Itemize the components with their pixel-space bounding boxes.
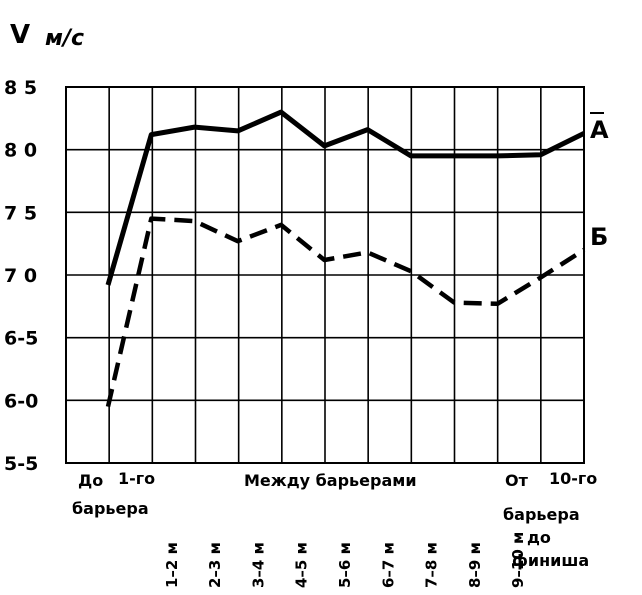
series-line-b bbox=[105, 216, 586, 408]
interval-label: 9–10 м bbox=[509, 532, 527, 588]
interval-label: 3–4 м bbox=[250, 542, 268, 588]
x-label-finish: финиша bbox=[512, 551, 589, 570]
y-tick-label: 5-5 bbox=[4, 453, 38, 475]
interval-label: 1–2 м bbox=[163, 542, 181, 588]
x-label-tenth: 10-го bbox=[549, 469, 597, 488]
x-label-do: До bbox=[78, 471, 103, 490]
x-label-ot: От bbox=[505, 471, 529, 490]
interval-label: 5–6 м bbox=[336, 542, 354, 588]
chart-grid bbox=[65, 86, 585, 464]
y-tick-label: 6-5 bbox=[4, 328, 38, 350]
y-tick-labels: 5-5 6-0 6-5 7 0 7 5 8 0 8 5 bbox=[4, 77, 38, 475]
x-label-do-end: до bbox=[527, 528, 551, 547]
y-axis-unit: м/с bbox=[45, 26, 84, 51]
series-label-b: Б bbox=[590, 223, 608, 251]
interval-label: 2–3 м bbox=[206, 542, 224, 588]
x-label-between: Между барьерами bbox=[244, 471, 417, 490]
x-label-first: 1-го bbox=[118, 469, 155, 488]
interval-label: 6–7 м bbox=[379, 542, 397, 588]
y-tick-label: 7 0 bbox=[4, 265, 37, 287]
x-label-barrier-start: барьера bbox=[72, 499, 149, 518]
interval-label: 7–8 м bbox=[423, 542, 441, 588]
interval-label: 8–9 м bbox=[466, 542, 484, 588]
series-label-a: A bbox=[590, 116, 609, 144]
y-tick-label: 8 0 bbox=[4, 140, 37, 162]
y-axis-label: V bbox=[10, 20, 30, 50]
interval-labels: 1–2 м 2–3 м 3–4 м 4–5 м 5–6 м 6–7 м 7–8 м 8–9 м… bbox=[163, 532, 527, 588]
chart-series bbox=[105, 109, 586, 408]
y-tick-label: 8 5 bbox=[4, 77, 37, 99]
interval-label: 4–5 м bbox=[293, 542, 311, 588]
y-tick-label: 7 5 bbox=[4, 202, 37, 224]
series-line-a bbox=[105, 109, 586, 286]
y-tick-label: 6-0 bbox=[4, 390, 38, 412]
x-label-barrier-end: барьера bbox=[503, 505, 580, 524]
